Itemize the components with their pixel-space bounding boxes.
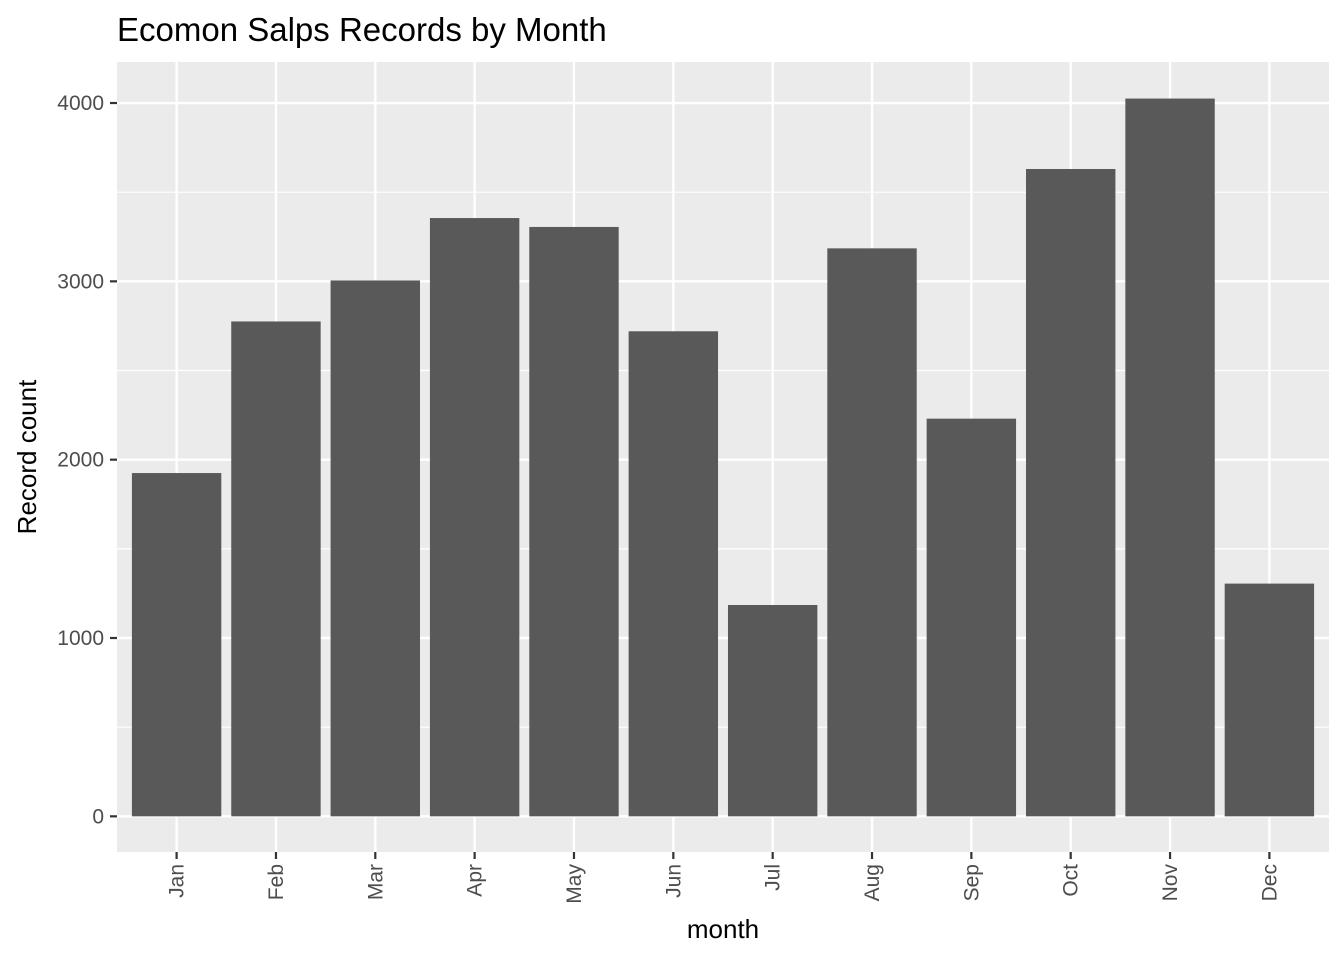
y-tick-label: 4000: [57, 92, 104, 115]
bar-jul: [727, 605, 818, 817]
x-tick-label: Aug: [861, 864, 884, 901]
bar-sep: [926, 418, 1017, 817]
bar-mar: [330, 280, 420, 817]
bar-oct: [1026, 168, 1116, 817]
x-axis: Jan Feb Mar Apr May Jun Jul Aug Sep Oct Nov Dec: [166, 852, 1281, 904]
bar-dec: [1224, 583, 1315, 817]
x-tick-label: Nov: [1159, 864, 1182, 902]
x-tick-label: May: [563, 864, 586, 904]
x-tick-label: Dec: [1258, 864, 1281, 901]
y-tick-label: 3000: [57, 270, 104, 293]
x-tick-label: Jun: [662, 864, 685, 898]
x-tick-label: Oct: [1060, 864, 1083, 897]
bar-jun: [628, 331, 719, 817]
y-axis: 0 1000 2000 3000 4000: [57, 92, 117, 828]
y-axis-title: Record count: [12, 379, 42, 534]
bar-jan: [131, 473, 222, 817]
x-tick-label: Sep: [960, 864, 983, 901]
bar-nov: [1125, 98, 1215, 817]
bar-may: [529, 226, 619, 817]
y-tick-label: 2000: [57, 449, 104, 472]
x-axis-title: month: [687, 914, 759, 944]
bar-apr: [429, 218, 520, 817]
x-tick-label: Mar: [364, 864, 387, 900]
y-tick-label: 1000: [57, 627, 104, 650]
x-tick-label: Jan: [166, 864, 189, 898]
chart-title: Ecomon Salps Records by Month: [117, 11, 607, 48]
bar-aug: [827, 248, 917, 817]
x-tick-label: Apr: [464, 864, 487, 897]
x-tick-label: Jul: [762, 864, 785, 891]
x-tick-label: Feb: [265, 864, 288, 900]
bar-feb: [231, 321, 321, 817]
y-tick-label: 0: [92, 805, 104, 828]
bars-group: [131, 98, 1315, 817]
